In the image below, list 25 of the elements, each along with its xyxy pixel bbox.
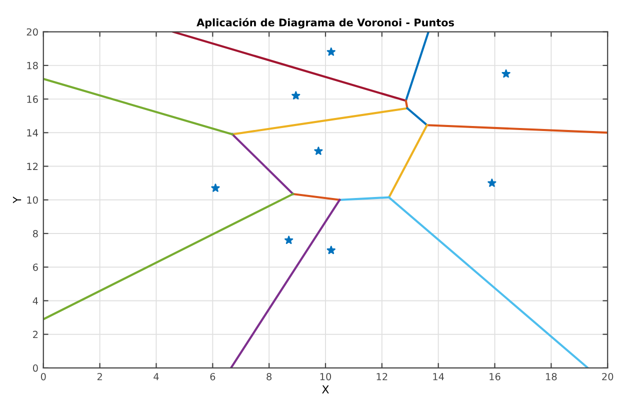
x-tick-label: 6 [210, 372, 216, 380]
x-tick-label: 2 [97, 372, 102, 380]
y-tick-label: 4 [32, 297, 38, 304]
y-tick-label: 8 [33, 230, 38, 238]
chart-title: Aplicación de Diagrama de Voronoi - Puntos [196, 18, 454, 29]
x-tick-label: 18 [546, 372, 557, 380]
y-tick-label: 16 [27, 96, 38, 103]
x-tick-label: 4 [154, 373, 159, 380]
y-tick-label: 0 [32, 364, 38, 372]
y-tick-label: 12 [27, 162, 38, 170]
x-tick-label: 20 [602, 372, 614, 380]
y-axis-title: Y [12, 196, 22, 204]
y-tick-label: 14 [27, 129, 38, 136]
y-tick-label: 20 [26, 28, 38, 36]
x-tick-label: 14 [433, 373, 444, 380]
y-tick-label: 10 [27, 196, 38, 204]
x-tick-label: 10 [320, 372, 332, 380]
x-tick-label: 8 [266, 372, 272, 380]
y-tick-label: 2 [33, 330, 38, 338]
y-tick-label: 6 [33, 264, 38, 271]
y-tick-label: 18 [27, 62, 38, 70]
x-axis-title: X [322, 385, 329, 394]
x-tick-label: 16 [490, 372, 500, 380]
x-tick-label: 12 [376, 372, 388, 380]
x-tick-label: 0 [40, 372, 46, 380]
